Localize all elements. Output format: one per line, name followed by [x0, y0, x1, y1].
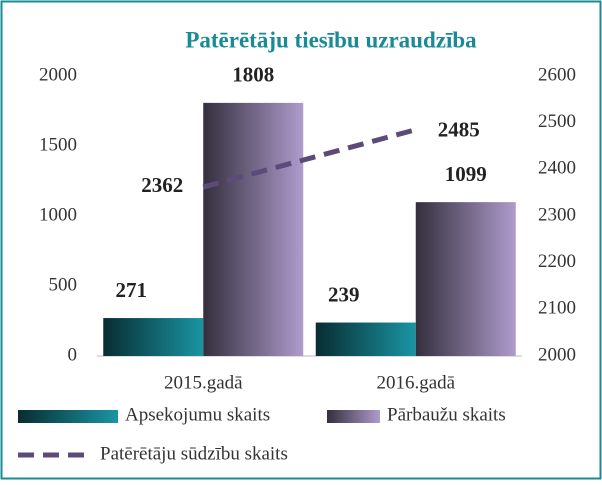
y-tick-label: 1000	[39, 204, 77, 225]
legend-label: Apsekojumu skaits	[125, 404, 270, 425]
value-label: 1808	[232, 63, 274, 87]
y2-tick-label: 2200	[538, 251, 576, 272]
value-label: 271	[116, 278, 148, 302]
value-label: 239	[328, 282, 360, 306]
y-tick-label: 2000	[39, 64, 77, 85]
value-label: 2362	[141, 173, 183, 197]
y2-tick-label: 2000	[538, 344, 576, 365]
bar	[103, 318, 204, 356]
legend-symbol	[18, 410, 118, 423]
legend-label: Patērētāju sūdzību skaits	[100, 443, 288, 464]
y2-tick-label: 2600	[538, 64, 576, 85]
y2-tick-label: 2400	[538, 158, 576, 179]
value-label: 1099	[445, 162, 487, 186]
bar	[203, 102, 304, 356]
x-tick-label: 2016.gadā	[376, 372, 455, 393]
y-tick-label: 500	[49, 274, 78, 295]
legend-symbol	[327, 410, 380, 423]
y-tick-label: 1500	[39, 134, 77, 155]
legend-label: Pārbaužu skaits	[387, 404, 506, 425]
y-tick-label: 0	[68, 344, 78, 365]
chart-title: Patērētāju tiesību uzraudzība	[185, 27, 477, 52]
line	[202, 127, 417, 190]
y2-tick-label: 2300	[538, 204, 576, 225]
bar	[415, 202, 516, 356]
y2-tick-label: 2100	[538, 298, 576, 319]
value-label: 2485	[438, 117, 480, 141]
bar	[315, 322, 416, 356]
y2-tick-label: 2500	[538, 111, 576, 132]
x-tick-label: 2015.gadā	[164, 372, 243, 393]
